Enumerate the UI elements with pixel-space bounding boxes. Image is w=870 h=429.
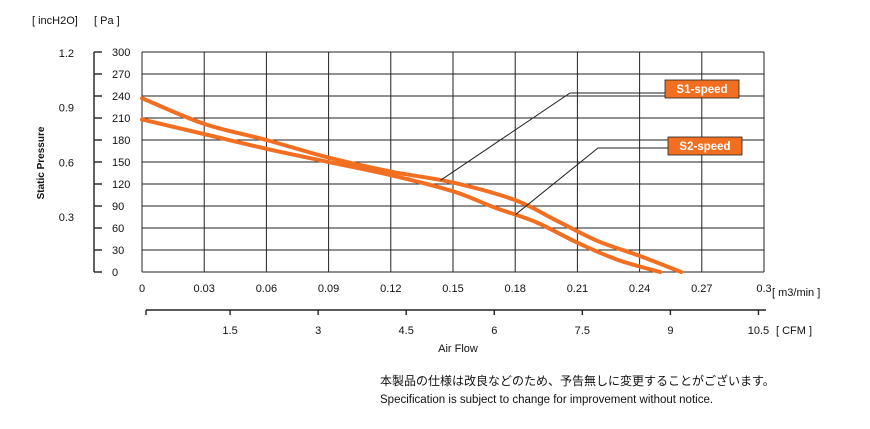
- pa-tick-label: 180: [112, 135, 130, 147]
- x-axis-title: Air Flow: [438, 343, 478, 355]
- m3-tick-label: 0.03: [193, 283, 214, 295]
- pa-tick-label: 120: [112, 179, 130, 191]
- spec-notice-japanese: 本製品の仕様は改良などのため、予告無しに変更することがございます。: [380, 374, 775, 388]
- series-label-s1-speed: S1-speed: [676, 84, 727, 96]
- cfm-tick-label: 7.5: [575, 325, 590, 337]
- inch-tick-label: 0.9: [59, 103, 74, 115]
- series-line-s2-speed: [140, 117, 663, 274]
- m3-tick-label: 0.24: [629, 283, 650, 295]
- m3-tick-label: 0.21: [567, 283, 588, 295]
- series-label-s2-speed: S2-speed: [679, 141, 730, 153]
- m3-tick-label: 0.09: [318, 283, 339, 295]
- pa-tick-label: 90: [112, 201, 124, 213]
- pa-tick-label: 240: [112, 91, 130, 103]
- pa-tick-label: 270: [112, 69, 130, 81]
- pa-tick-label: 60: [112, 223, 124, 235]
- y-axis-title: Static Pressure: [36, 126, 47, 199]
- series-leader-line: [514, 147, 668, 216]
- m3-unit-label: [ m3/min ]: [772, 287, 820, 299]
- pa-unit-label: [ Pa ]: [94, 15, 120, 27]
- inch-tick-label: 0.6: [59, 157, 74, 169]
- pa-tick-label: 0: [112, 267, 118, 279]
- m3-tick-label: 0.18: [504, 283, 525, 295]
- m3-tick-label: 0.15: [442, 283, 463, 295]
- cfm-tick-label: 1.5: [222, 325, 237, 337]
- m3-tick-label: 0: [139, 283, 145, 295]
- pa-tick-label: 210: [112, 113, 130, 125]
- inch-unit-label: [ incH2O]: [32, 15, 78, 27]
- cfm-unit-label: [ CFM ]: [776, 325, 812, 337]
- cfm-tick-label: 10.5: [748, 325, 769, 337]
- spec-notice-english: Specification is subject to change for i…: [380, 394, 714, 406]
- series-leader-line: [440, 92, 665, 181]
- m3-tick-label: 0.06: [256, 283, 277, 295]
- series-label-box: [667, 136, 743, 156]
- cfm-tick-label: 6: [491, 325, 497, 337]
- pa-tick-label: 150: [112, 157, 130, 169]
- m3-tick-label: 0.27: [691, 283, 712, 295]
- pa-tick-label: 30: [112, 245, 124, 257]
- m3-tick-label: 0.3: [756, 283, 771, 295]
- inch-tick-label: 1.2: [59, 48, 74, 60]
- inch-tick-label: 0.3: [59, 212, 74, 224]
- series-line-s1-speed: [140, 96, 684, 274]
- pa-tick-label: 300: [112, 47, 130, 59]
- cfm-tick-label: 9: [667, 325, 673, 337]
- series-label-box: [664, 79, 740, 99]
- cfm-tick-label: 4.5: [399, 325, 414, 337]
- m3-tick-label: 0.12: [380, 283, 401, 295]
- cfm-tick-label: 3: [315, 325, 321, 337]
